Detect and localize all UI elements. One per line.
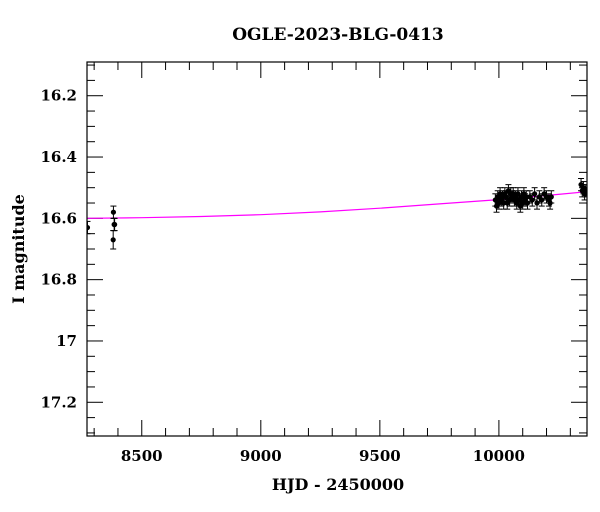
point-marker bbox=[532, 191, 538, 197]
chart-title: OGLE-2023-BLG-0413 bbox=[232, 25, 444, 45]
point-marker bbox=[583, 188, 587, 194]
data-point bbox=[110, 230, 117, 250]
point-marker bbox=[110, 237, 116, 243]
data-point bbox=[548, 190, 555, 204]
y-tick-label: 16.4 bbox=[40, 148, 77, 166]
data-point bbox=[582, 184, 587, 198]
x-tick-label: 10000 bbox=[473, 447, 525, 465]
x-tick-label: 9000 bbox=[240, 447, 282, 465]
y-tick-label: 17.2 bbox=[40, 393, 77, 411]
x-axis-label: HJD - 2450000 bbox=[272, 475, 404, 494]
plot-frame bbox=[86, 61, 588, 437]
point-marker bbox=[548, 194, 554, 200]
tick-labels: 8500 9000 9500 10000 16.2 16.4 16.6 16.8 17 17.2 bbox=[40, 87, 525, 465]
x-tick-label: 8500 bbox=[121, 447, 163, 465]
y-tick-label: 16.2 bbox=[40, 87, 77, 105]
y-tick-label: 17 bbox=[56, 332, 77, 350]
point-marker bbox=[87, 224, 91, 231]
point-marker bbox=[110, 209, 117, 215]
data-points bbox=[87, 177, 587, 250]
data-point bbox=[110, 205, 117, 219]
axis-ticks bbox=[87, 62, 587, 436]
point-marker bbox=[112, 221, 118, 228]
y-tick-label: 16.8 bbox=[40, 271, 77, 289]
y-axis-label: I magnitude bbox=[9, 194, 28, 304]
data-point bbox=[531, 187, 538, 201]
y-tick-label: 16.6 bbox=[40, 209, 77, 227]
x-tick-label: 9500 bbox=[359, 447, 401, 465]
data-point bbox=[111, 217, 118, 232]
